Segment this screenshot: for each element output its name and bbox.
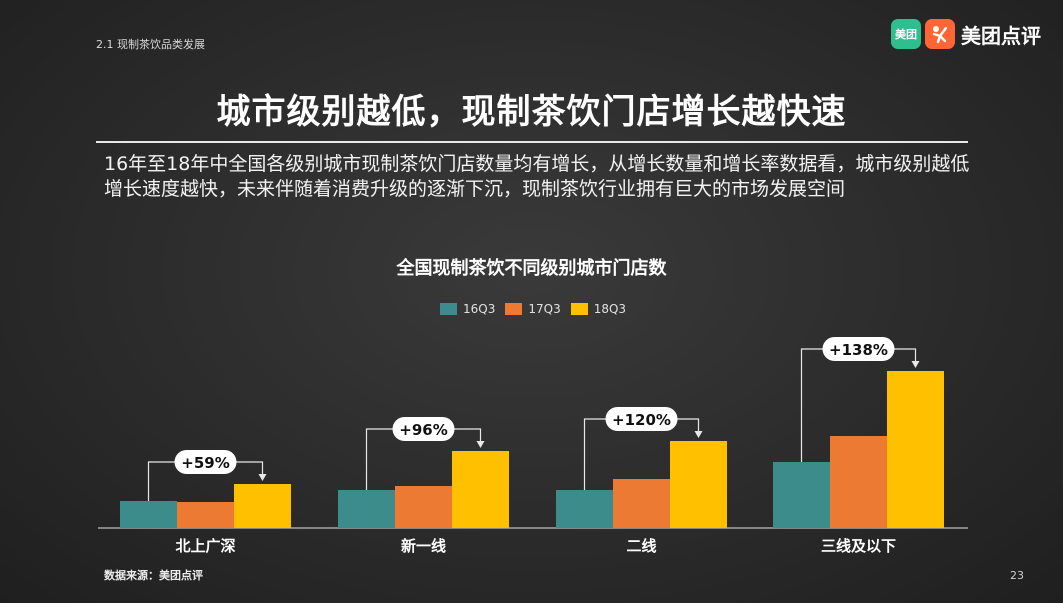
growth-pill-0 [174, 450, 237, 474]
x-tick-label-1: 新一线 [401, 537, 446, 555]
bar-17q3-2 [613, 479, 670, 528]
x-tick-label-3: 三线及以下 [821, 537, 896, 555]
legend-swatch-16q3 [440, 303, 457, 315]
chart-title: 全国现制茶饮不同级别城市门店数 [396, 258, 667, 279]
bar-17q3-3 [830, 436, 887, 528]
legend-label-18q3: 18Q3 [593, 302, 627, 316]
legend-item-16q3: 16Q3 [440, 302, 495, 316]
bar-16q3-1 [338, 490, 395, 528]
legend-label-17q3: 17Q3 [528, 302, 561, 316]
growth-label-2: +120% [612, 411, 671, 429]
bar-17q3-0 [177, 502, 234, 528]
growth-arrow-2 [694, 431, 703, 438]
bar-16q3-2 [556, 490, 613, 528]
bar-17q3-1 [395, 486, 452, 528]
dianping-icon [925, 19, 955, 49]
growth-pill-1 [392, 417, 455, 441]
growth-arrow-0 [258, 474, 267, 481]
brand-logo: 美团 美团点评 [891, 18, 1041, 50]
x-tick-label-0: 北上广深 [175, 537, 235, 555]
logo-text: 美团点评 [961, 23, 1041, 48]
growth-pill-2 [605, 407, 678, 431]
legend-swatch-18q3 [570, 303, 588, 315]
bar-18q3-0 [234, 484, 291, 528]
bar-16q3-0 [120, 501, 177, 528]
page-title: 城市级别越低，现制茶饮门店增长越快速 [216, 92, 847, 132]
growth-arrow-3 [911, 361, 920, 368]
growth-label-0: +59% [181, 454, 229, 472]
bar-18q3-2 [670, 441, 727, 528]
description-text: 16年至18年中全国各级别城市现制茶饮门店数量均有增长，从增长数量和增长率数据看… [104, 153, 970, 200]
section-label: 2.1 现制茶饮品类发展 [96, 38, 205, 51]
growth-arrow-1 [476, 441, 485, 448]
bar-16q3-3 [773, 462, 830, 528]
x-tick-label-2: 二线 [626, 537, 656, 555]
page-number: 23 [1010, 569, 1024, 582]
meituan-icon: 美团 [891, 19, 921, 49]
legend-label-16q3: 16Q3 [463, 302, 496, 316]
chart-legend: 16Q3 17Q3 18Q3 [440, 302, 636, 316]
bar-18q3-1 [452, 451, 509, 528]
legend-swatch-17q3 [505, 303, 523, 315]
growth-label-1: +96% [399, 421, 447, 439]
title-divider [96, 141, 968, 143]
bar-18q3-3 [887, 371, 944, 528]
legend-item-17q3: 17Q3 [505, 302, 561, 316]
legend-item-18q3: 18Q3 [570, 302, 627, 316]
growth-pill-3 [822, 337, 895, 361]
data-source: 数据来源：美团点评 [104, 569, 203, 582]
growth-label-3: +138% [829, 341, 888, 359]
